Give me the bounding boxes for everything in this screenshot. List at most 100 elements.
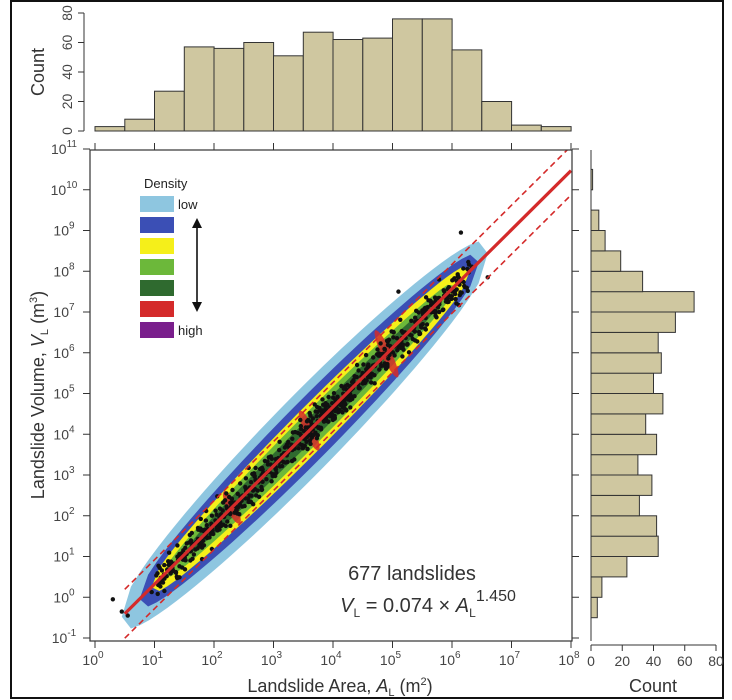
data-point (465, 266, 470, 272)
data-point (413, 315, 418, 320)
y-tick-label: 104 (53, 424, 75, 442)
top-hist-bar (392, 18, 423, 132)
data-point (308, 441, 313, 447)
data-point-outlier (396, 289, 401, 294)
data-point (428, 299, 434, 305)
legend-label: low (178, 197, 198, 212)
right-hist-bar (590, 209, 600, 232)
right-hist-bar (590, 596, 598, 619)
data-point (348, 405, 353, 410)
data-point (198, 516, 203, 522)
data-point (406, 350, 412, 355)
data-point (224, 491, 229, 496)
data-point (424, 322, 430, 327)
data-point (243, 476, 249, 481)
data-point (311, 432, 316, 437)
data-point (264, 477, 269, 482)
top-hist-bar (540, 126, 572, 132)
data-point (229, 496, 235, 502)
data-point (166, 550, 172, 555)
data-point (159, 568, 165, 573)
x-axis-label: Landslide Area, AL (m2) (247, 676, 432, 699)
data-point (378, 341, 383, 346)
top-hist-ytick-label: 60 (59, 35, 75, 51)
y-tick-label: 102 (53, 506, 75, 524)
top-hist-bar (94, 126, 126, 132)
y-tick-label: 109 (53, 221, 75, 239)
lower-bound-line (124, 194, 572, 639)
right-hist-bar (590, 556, 628, 578)
data-point (436, 309, 442, 315)
data-point (349, 379, 355, 385)
y-tick-label: 107 (53, 302, 75, 320)
data-point (175, 554, 180, 559)
data-point (314, 436, 320, 441)
data-point (423, 295, 429, 300)
data-point (191, 552, 197, 557)
data-point (443, 299, 449, 304)
data-point (386, 356, 391, 361)
data-point (166, 559, 171, 564)
y-tick-label: 103 (53, 465, 75, 483)
data-point (364, 378, 369, 383)
data-point (345, 396, 351, 401)
top-hist-bar (302, 31, 334, 132)
data-point (433, 313, 438, 318)
data-point (243, 484, 248, 490)
legend-swatch (140, 217, 174, 233)
data-point (423, 327, 428, 332)
data-point (417, 331, 422, 337)
data-point (375, 347, 380, 352)
data-point-outlier (458, 230, 464, 235)
data-point (364, 367, 369, 372)
data-point (340, 409, 345, 415)
data-point (352, 394, 357, 399)
data-point (333, 408, 338, 413)
data-point (395, 347, 400, 353)
data-point (341, 405, 347, 411)
data-point (173, 570, 179, 575)
y-tick-label: 1010 (51, 180, 78, 198)
data-point (175, 575, 180, 581)
right-hist-xtick-label: 40 (646, 653, 662, 669)
right-hist-bar (590, 311, 676, 333)
data-point (360, 370, 365, 376)
data-point (252, 473, 257, 479)
data-point (454, 301, 459, 306)
data-point-outlier (110, 597, 116, 602)
data-point (360, 381, 365, 386)
data-point (262, 458, 268, 464)
right-hist-bar (590, 413, 647, 435)
data-point (357, 386, 362, 391)
data-point (330, 417, 336, 423)
right-hist-xtick-label: 0 (587, 653, 595, 669)
data-point (259, 487, 265, 492)
data-point-outlier (125, 613, 130, 618)
data-point (317, 407, 322, 412)
data-point (181, 548, 186, 553)
fit-line (123, 169, 572, 615)
top-hist-bar (243, 42, 275, 132)
annotation-equation: VL = 0.074 × AL1.450 (340, 588, 516, 620)
x-tick-label: 106 (439, 650, 461, 668)
data-point (155, 591, 160, 597)
data-point (238, 481, 243, 486)
data-point (361, 362, 366, 367)
x-tick-label: 108 (558, 650, 580, 668)
upper-bound-line (124, 150, 569, 590)
legend-swatch (140, 259, 174, 275)
x-tick-label: 105 (380, 650, 402, 668)
data-point (356, 368, 361, 373)
data-point (394, 336, 400, 341)
y-tick-label: 108 (53, 261, 75, 279)
top-hist-bar (332, 39, 364, 132)
right-hist-bar (590, 393, 664, 415)
data-point (196, 527, 201, 532)
legend-arrow-up (192, 218, 202, 228)
data-point (366, 362, 371, 367)
data-point (257, 466, 263, 472)
data-point (217, 506, 223, 511)
right-hist-bar (590, 433, 658, 456)
top-histogram: 0 20 40 60 80 Count (28, 5, 572, 135)
data-point (412, 338, 418, 343)
